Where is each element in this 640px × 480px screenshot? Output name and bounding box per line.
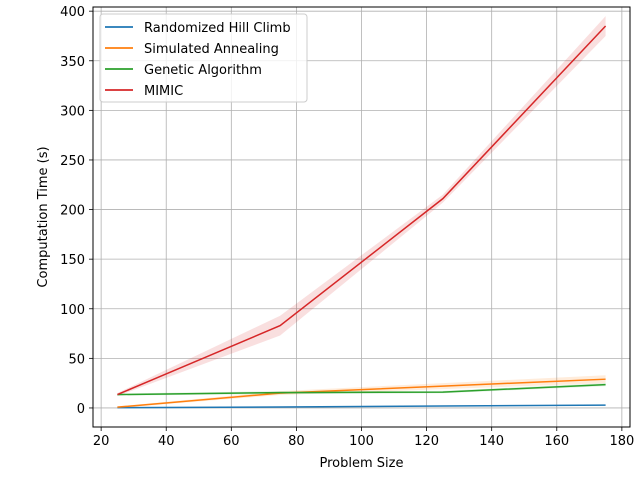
y-tick-label: 100	[60, 303, 85, 318]
x-tick-label: 100	[349, 434, 374, 449]
y-tick-label: 0	[77, 402, 85, 417]
series-line	[117, 404, 606, 409]
legend-label: Genetic Algorithm	[144, 63, 262, 78]
x-tick-label: 180	[609, 434, 634, 449]
x-tick-label: 20	[93, 434, 110, 449]
y-tick-label: 300	[60, 104, 85, 119]
x-axis-ticks: 20 40 60 80 100 120 140 160 180	[93, 427, 634, 449]
y-tick-label: 250	[60, 154, 85, 169]
x-tick-label: 160	[544, 434, 569, 449]
y-tick-label: 150	[60, 253, 85, 268]
legend-label: Simulated Annealing	[144, 42, 279, 57]
y-axis-label: Computation Time (s)	[36, 146, 51, 287]
series-line	[117, 378, 606, 408]
x-tick-label: 80	[288, 434, 305, 449]
legend-frame	[99, 13, 308, 103]
legend: Randomized Hill Climb Simulated Annealing…	[99, 13, 308, 103]
x-tick-label: 60	[223, 434, 240, 449]
y-tick-label: 350	[60, 55, 85, 70]
x-axis-label: Problem Size	[320, 456, 404, 471]
x-tick-label: 40	[158, 434, 175, 449]
y-tick-label: 200	[60, 204, 85, 219]
series-line	[117, 25, 607, 396]
y-tick-label: 50	[68, 352, 85, 367]
y-axis-ticks: 0 50 100 150 200 250 300 350 400	[60, 5, 93, 417]
series-line	[117, 383, 606, 396]
y-tick-label: 400	[60, 5, 85, 20]
series-lines	[117, 25, 607, 409]
x-tick-label: 120	[414, 434, 439, 449]
legend-label: MIMIC	[144, 84, 183, 99]
x-tick-label: 140	[479, 434, 504, 449]
legend-label: Randomized Hill Climb	[144, 21, 291, 36]
